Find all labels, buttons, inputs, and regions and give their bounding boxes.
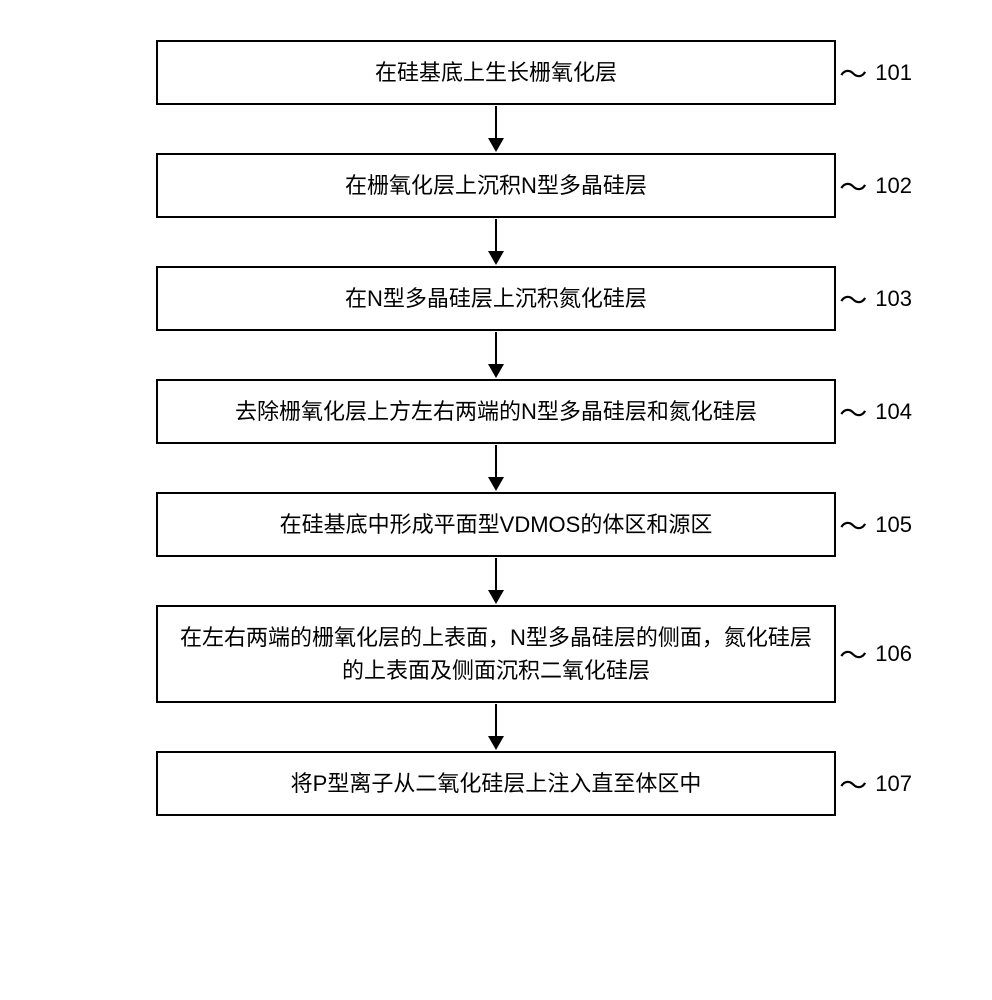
- flow-step: 将P型离子从二氧化硅层上注入直至体区中 〜 107: [60, 751, 932, 816]
- step-label-wrap: 〜 104: [839, 392, 912, 432]
- arrow-head-icon: [488, 736, 504, 750]
- step-text: 在硅基底上生长栅氧化层: [375, 56, 617, 89]
- flow-step: 在硅基底上生长栅氧化层 〜 101: [60, 40, 932, 105]
- flowchart-container: 在硅基底上生长栅氧化层 〜 101 在栅氧化层上沉积N型多晶硅层 〜 102 在…: [60, 40, 932, 816]
- step-label-wrap: 〜 101: [839, 53, 912, 93]
- curve-icon: 〜: [839, 392, 867, 432]
- arrow-line: [495, 219, 497, 251]
- arrow-head-icon: [488, 251, 504, 265]
- step-label: 101: [875, 60, 912, 86]
- step-label: 103: [875, 286, 912, 312]
- step-box-101: 在硅基底上生长栅氧化层: [156, 40, 836, 105]
- arrow-head-icon: [488, 138, 504, 152]
- step-box-107: 将P型离子从二氧化硅层上注入直至体区中: [156, 751, 836, 816]
- flow-step: 在左右两端的栅氧化层的上表面，N型多晶硅层的侧面，氮化硅层的上表面及侧面沉积二氧…: [60, 605, 932, 703]
- step-label-wrap: 〜 106: [839, 634, 912, 674]
- arrow-head-icon: [488, 364, 504, 378]
- step-label-wrap: 〜 102: [839, 166, 912, 206]
- step-text: 在栅氧化层上沉积N型多晶硅层: [345, 169, 647, 202]
- step-label-wrap: 〜 105: [839, 505, 912, 545]
- arrow-line: [495, 445, 497, 477]
- step-box-103: 在N型多晶硅层上沉积氮化硅层: [156, 266, 836, 331]
- step-label: 107: [875, 771, 912, 797]
- arrow-down: [488, 444, 504, 492]
- curve-icon: 〜: [839, 764, 867, 804]
- arrow-line: [495, 704, 497, 736]
- arrow-down: [488, 703, 504, 751]
- curve-icon: 〜: [839, 634, 867, 674]
- curve-icon: 〜: [839, 53, 867, 93]
- step-label: 106: [875, 641, 912, 667]
- step-label-wrap: 〜 103: [839, 279, 912, 319]
- curve-icon: 〜: [839, 166, 867, 206]
- step-box-105: 在硅基底中形成平面型VDMOS的体区和源区: [156, 492, 836, 557]
- step-text: 在N型多晶硅层上沉积氮化硅层: [345, 282, 647, 315]
- arrow-down: [488, 105, 504, 153]
- step-box-104: 去除栅氧化层上方左右两端的N型多晶硅层和氮化硅层: [156, 379, 836, 444]
- step-label: 102: [875, 173, 912, 199]
- step-text: 去除栅氧化层上方左右两端的N型多晶硅层和氮化硅层: [235, 395, 757, 428]
- arrow-down: [488, 331, 504, 379]
- curve-icon: 〜: [839, 279, 867, 319]
- step-text: 将P型离子从二氧化硅层上注入直至体区中: [291, 767, 702, 800]
- arrow-line: [495, 558, 497, 590]
- step-label: 104: [875, 399, 912, 425]
- arrow-down: [488, 557, 504, 605]
- arrow-head-icon: [488, 477, 504, 491]
- curve-icon: 〜: [839, 505, 867, 545]
- step-box-106: 在左右两端的栅氧化层的上表面，N型多晶硅层的侧面，氮化硅层的上表面及侧面沉积二氧…: [156, 605, 836, 703]
- step-text: 在硅基底中形成平面型VDMOS的体区和源区: [280, 508, 713, 541]
- flow-step: 在硅基底中形成平面型VDMOS的体区和源区 〜 105: [60, 492, 932, 557]
- flow-step: 去除栅氧化层上方左右两端的N型多晶硅层和氮化硅层 〜 104: [60, 379, 932, 444]
- arrow-down: [488, 218, 504, 266]
- step-label-wrap: 〜 107: [839, 764, 912, 804]
- arrow-head-icon: [488, 590, 504, 604]
- flow-step: 在N型多晶硅层上沉积氮化硅层 〜 103: [60, 266, 932, 331]
- flow-step: 在栅氧化层上沉积N型多晶硅层 〜 102: [60, 153, 932, 218]
- step-label: 105: [875, 512, 912, 538]
- step-box-102: 在栅氧化层上沉积N型多晶硅层: [156, 153, 836, 218]
- arrow-line: [495, 106, 497, 138]
- step-text: 在左右两端的栅氧化层的上表面，N型多晶硅层的侧面，氮化硅层的上表面及侧面沉积二氧…: [178, 621, 814, 687]
- arrow-line: [495, 332, 497, 364]
